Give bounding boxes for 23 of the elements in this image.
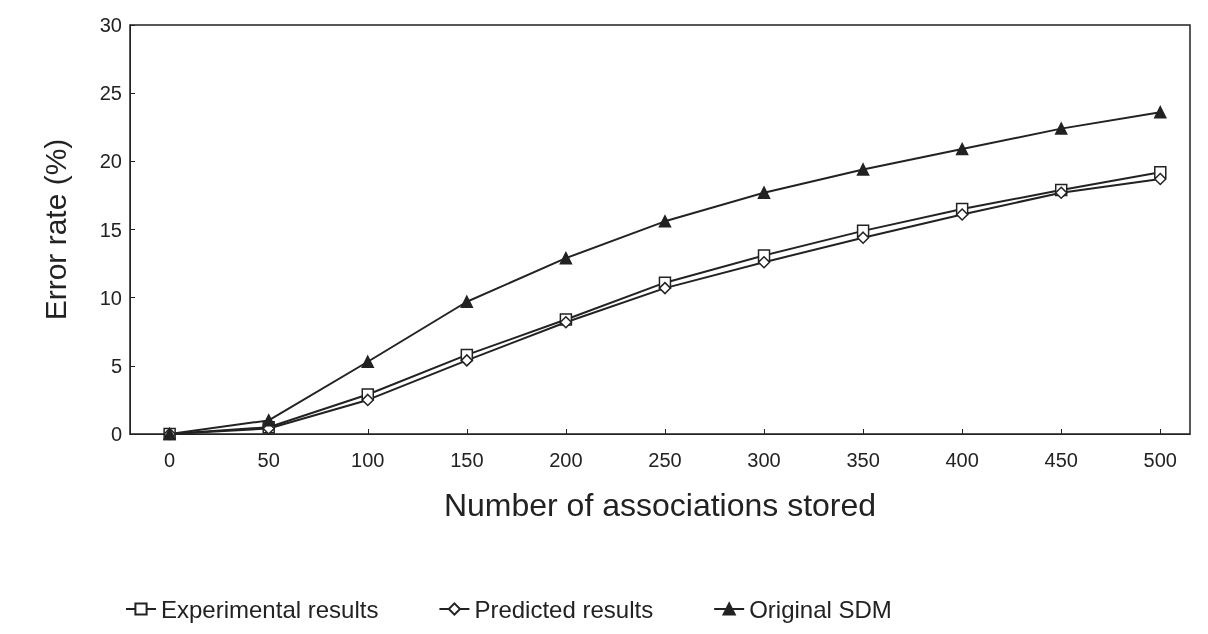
legend-label: Predicted results (474, 595, 654, 623)
x-axis-title: Number of associations stored (443, 487, 877, 523)
y-tick-label: 20 (99, 150, 122, 173)
y-axis-title: Error rate (%) (38, 138, 72, 321)
y-tick-label: 5 (110, 354, 122, 377)
x-tick-label: 250 (648, 449, 682, 471)
legend-label: Original SDM (749, 595, 892, 623)
x-tick-label: 50 (257, 449, 280, 471)
x-tick-label: 0 (164, 449, 176, 471)
x-tick-label: 200 (549, 449, 583, 471)
y-tick-label: 30 (99, 14, 122, 36)
x-tick-label: 300 (747, 449, 781, 471)
x-tick-label: 500 (1143, 449, 1177, 471)
x-tick-label: 150 (450, 449, 484, 471)
x-tick-label: 450 (1044, 449, 1078, 471)
x-tick-label: 100 (351, 449, 385, 471)
x-tick-label: 350 (846, 449, 880, 471)
legend-label: Experimental results (161, 595, 379, 623)
y-tick-label: 25 (99, 82, 122, 105)
x-tick-label: 400 (945, 449, 979, 471)
y-tick-label: 10 (99, 286, 122, 309)
y-tick-label: 15 (99, 218, 122, 241)
y-tick-label: 0 (110, 423, 122, 445)
